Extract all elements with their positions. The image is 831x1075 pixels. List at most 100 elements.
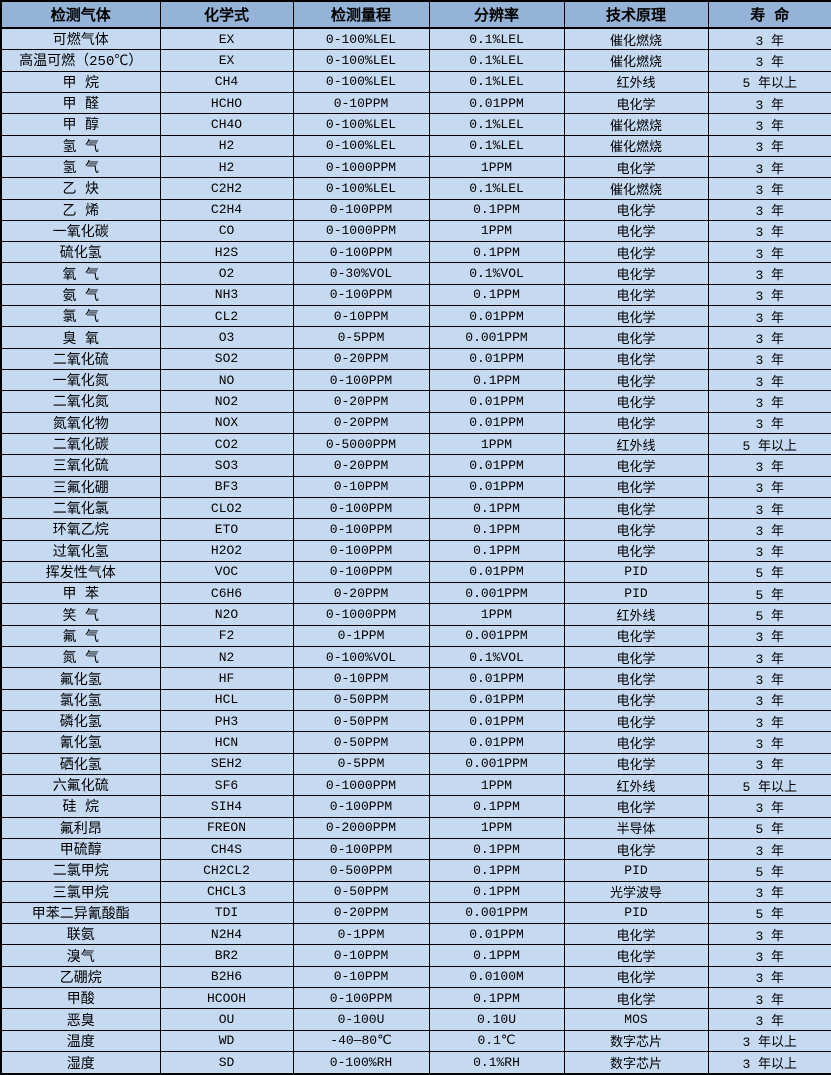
- cell-detection-range: 0-100PPM: [292, 283, 430, 307]
- cell-chemical-formula: CH4: [159, 70, 294, 93]
- cell-technology: 电化学: [563, 411, 709, 434]
- cell-resolution: 0.01PPM: [428, 560, 565, 584]
- cell-lifespan: 5 年: [707, 901, 831, 925]
- cell-resolution: 0.1%VOL: [428, 646, 565, 669]
- cell-chemical-formula: NO2: [159, 390, 294, 413]
- cell-gas-name: 三氟化硼: [0, 475, 161, 498]
- table-row: 氯化氢 HCL 0-50PPM 0.01PPM 电化学 3 年: [0, 688, 831, 712]
- cell-gas-name: 二氧化氯: [0, 496, 161, 520]
- table-row: 三氟化硼 BF3 0-10PPM 0.01PPM 电化学 3 年: [0, 475, 831, 498]
- cell-chemical-formula: NOX: [159, 411, 294, 434]
- cell-resolution: 0.01PPM: [428, 305, 565, 328]
- cell-detection-range: 0-50PPM: [292, 880, 430, 903]
- cell-lifespan: 3 年: [707, 219, 831, 243]
- cell-lifespan: 5 年: [707, 816, 831, 839]
- cell-lifespan: 3 年以上: [707, 1029, 831, 1053]
- col-header-chemical-formula: 化学式: [159, 0, 294, 29]
- cell-chemical-formula: SIH4: [159, 795, 294, 818]
- cell-resolution: 0.1%LEL: [428, 113, 565, 136]
- cell-resolution: 0.01PPM: [428, 688, 565, 712]
- cell-technology: 红外线: [563, 70, 709, 93]
- cell-lifespan: 3 年: [707, 411, 831, 434]
- cell-gas-name: 甲硫醇: [0, 837, 161, 861]
- cell-gas-name: 氟化氢: [0, 667, 161, 690]
- cell-resolution: 0.1%LEL: [428, 70, 565, 93]
- cell-resolution: 0.01PPM: [428, 475, 565, 498]
- table-row: 甲硫醇 CH4S 0-100PPM 0.1PPM 电化学 3 年: [0, 837, 831, 861]
- cell-chemical-formula: PH3: [159, 710, 294, 733]
- table-row: 温度 WD -40—80℃ 0.1℃ 数字芯片 3 年以上: [0, 1029, 831, 1053]
- cell-detection-range: 0-10PPM: [292, 667, 430, 690]
- cell-chemical-formula: O3: [159, 326, 294, 349]
- cell-chemical-formula: NO: [159, 369, 294, 392]
- table-row: 甲苯二异氰酸酯 TDI 0-20PPM 0.001PPM PID 5 年: [0, 901, 831, 925]
- cell-lifespan: 5 年: [707, 859, 831, 882]
- table-row: 一氧化碳 CO 0-1000PPM 1PPM 电化学 3 年: [0, 219, 831, 243]
- col-header-detection-range: 检测量程: [292, 0, 430, 29]
- cell-lifespan: 3 年: [707, 177, 831, 200]
- table-row: 二氧化氮 NO2 0-20PPM 0.01PPM 电化学 3 年: [0, 390, 831, 413]
- cell-lifespan: 3 年: [707, 880, 831, 903]
- cell-detection-range: -40—80℃: [292, 1029, 430, 1053]
- table-row: 氢 气 H2 0-1000PPM 1PPM 电化学 3 年: [0, 155, 831, 179]
- cell-gas-name: 甲酸: [0, 987, 161, 1010]
- table-row: 二氧化硫 SO2 0-20PPM 0.01PPM 电化学 3 年: [0, 347, 831, 371]
- cell-detection-range: 0-1000PPM: [292, 155, 430, 179]
- cell-technology: 电化学: [563, 91, 709, 115]
- cell-technology: 电化学: [563, 283, 709, 307]
- cell-chemical-formula: NH3: [159, 283, 294, 307]
- cell-resolution: 0.1PPM: [428, 369, 565, 392]
- table-body: 可燃气体 EX 0-100%LEL 0.1%LEL 催化燃烧 3 年高温可燃（250℃） E…: [0, 27, 831, 1075]
- cell-resolution: 0.01PPM: [428, 667, 565, 690]
- header-row: 检测气体 化学式 检测量程 分辨率 技术原理 寿 命: [0, 0, 831, 29]
- cell-resolution: 0.001PPM: [428, 901, 565, 925]
- cell-technology: 电化学: [563, 944, 709, 967]
- cell-technology: 电化学: [563, 326, 709, 349]
- cell-technology: 电化学: [563, 454, 709, 477]
- cell-chemical-formula: O2: [159, 262, 294, 285]
- cell-lifespan: 3 年: [707, 134, 831, 157]
- cell-detection-range: 0-10PPM: [292, 475, 430, 498]
- table-row: 氮氧化物 NOX 0-20PPM 0.01PPM 电化学 3 年: [0, 411, 831, 434]
- table-row: 氟化氢 HF 0-10PPM 0.01PPM 电化学 3 年: [0, 667, 831, 690]
- cell-lifespan: 3 年: [707, 1008, 831, 1031]
- table-row: 氯 气 CL2 0-10PPM 0.01PPM 电化学 3 年: [0, 305, 831, 328]
- cell-technology: PID: [563, 582, 709, 605]
- cell-lifespan: 3 年: [707, 390, 831, 413]
- cell-technology: 电化学: [563, 965, 709, 989]
- cell-lifespan: 3 年: [707, 646, 831, 669]
- cell-gas-name: 甲 醛: [0, 91, 161, 115]
- cell-resolution: 0.01PPM: [428, 731, 565, 754]
- cell-detection-range: 0-5PPM: [292, 326, 430, 349]
- cell-gas-name: 氮氧化物: [0, 411, 161, 434]
- cell-gas-name: 温度: [0, 1029, 161, 1053]
- cell-technology: 电化学: [563, 496, 709, 520]
- cell-technology: 电化学: [563, 369, 709, 392]
- cell-detection-range: 0-100%LEL: [292, 134, 430, 157]
- cell-gas-name: 溴气: [0, 944, 161, 967]
- table-row: 氧 气 O2 0-30%VOL 0.1%VOL 电化学 3 年: [0, 262, 831, 285]
- cell-resolution: 0.1%LEL: [428, 134, 565, 157]
- cell-technology: 电化学: [563, 518, 709, 541]
- cell-detection-range: 0-20PPM: [292, 411, 430, 434]
- cell-technology: 电化学: [563, 219, 709, 243]
- table-row: 三氧化硫 SO3 0-20PPM 0.01PPM 电化学 3 年: [0, 454, 831, 477]
- cell-gas-name: 甲苯二异氰酸酯: [0, 901, 161, 925]
- cell-detection-range: 0-1000PPM: [292, 773, 430, 797]
- cell-lifespan: 3 年: [707, 539, 831, 562]
- cell-chemical-formula: EX: [159, 27, 294, 51]
- cell-chemical-formula: F2: [159, 624, 294, 648]
- cell-technology: 电化学: [563, 731, 709, 754]
- cell-resolution: 1PPM: [428, 603, 565, 626]
- table-row: 甲 醛 HCHO 0-10PPM 0.01PPM 电化学 3 年: [0, 91, 831, 115]
- cell-lifespan: 3 年: [707, 347, 831, 371]
- cell-lifespan: 3 年: [707, 667, 831, 690]
- cell-lifespan: 3 年: [707, 155, 831, 179]
- cell-technology: 电化学: [563, 155, 709, 179]
- cell-lifespan: 3 年以上: [707, 1051, 831, 1075]
- cell-technology: 数字芯片: [563, 1029, 709, 1053]
- table-row: 溴气 BR2 0-10PPM 0.1PPM 电化学 3 年: [0, 944, 831, 967]
- cell-gas-name: 氰化氢: [0, 731, 161, 754]
- cell-resolution: 0.01PPM: [428, 454, 565, 477]
- cell-gas-name: 乙 炔: [0, 177, 161, 200]
